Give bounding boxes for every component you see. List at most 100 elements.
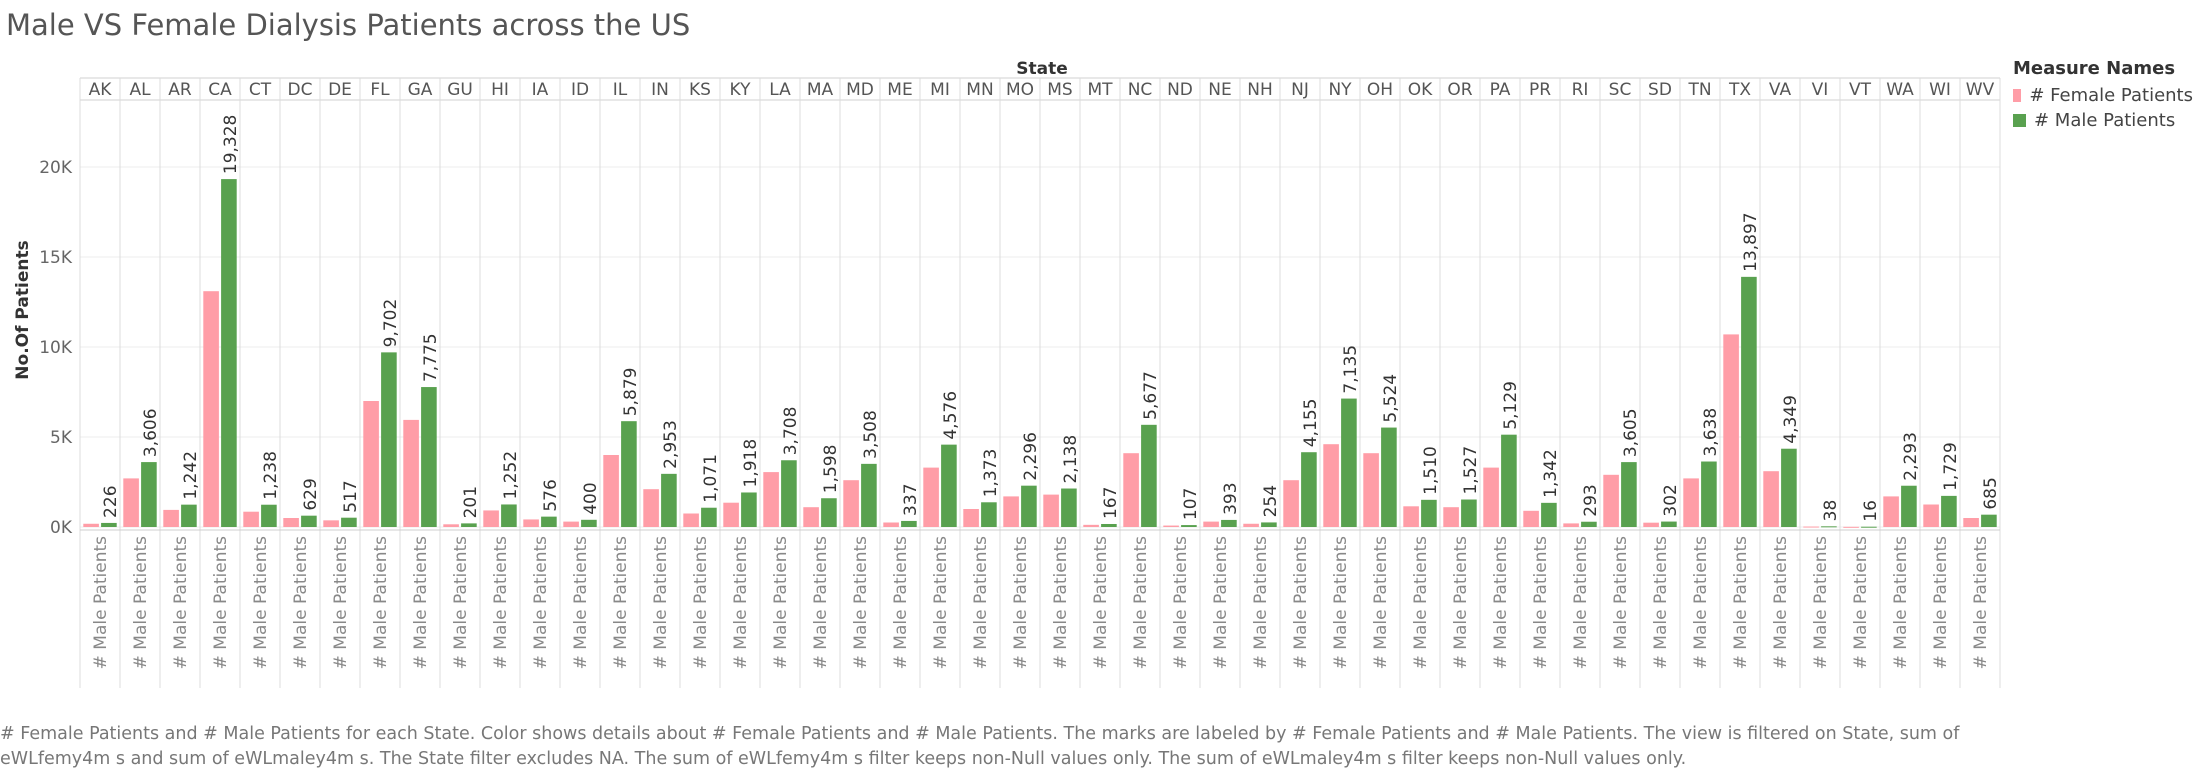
male-bar [1941, 495, 1957, 527]
male-bar [301, 515, 317, 527]
state-header: OR [1447, 80, 1472, 100]
female-bar [323, 520, 339, 527]
female-bar [443, 524, 459, 527]
legend-item-female[interactable]: # Female Patients [2013, 83, 2193, 108]
male-data-label: 1,510 [1421, 446, 1441, 495]
state-header: MS [1047, 80, 1072, 100]
female-bar [1483, 467, 1499, 527]
row-label: # Male Patients [931, 536, 951, 670]
male-bar [501, 504, 517, 527]
female-bar [1323, 444, 1339, 527]
female-bar [1283, 480, 1299, 527]
state-header: AR [168, 80, 192, 100]
male-bar [741, 492, 757, 527]
male-data-label: 685 [1981, 477, 2001, 509]
y-tick-label: 15K [39, 248, 73, 268]
male-data-label: 5,524 [1381, 374, 1401, 423]
row-label: # Male Patients [1731, 536, 1751, 670]
state-header: IL [613, 80, 628, 100]
legend-label-female: # Female Patients [2029, 85, 2193, 106]
state-header: IN [651, 80, 669, 100]
female-bar [963, 509, 979, 527]
chart-caption: # Female Patients and # Male Patients fo… [0, 724, 1960, 769]
male-data-label: 2,953 [661, 420, 681, 469]
female-bar [1683, 478, 1699, 527]
female-bar [283, 518, 299, 527]
female-bar [1723, 334, 1739, 527]
state-header: TX [1728, 80, 1751, 100]
male-bar [581, 519, 597, 527]
male-bar [1381, 427, 1397, 527]
male-data-label: 337 [901, 483, 921, 515]
state-header: NC [1128, 80, 1153, 100]
state-header: MD [846, 80, 874, 100]
row-label: # Male Patients [891, 536, 911, 670]
male-bar [1221, 519, 1237, 527]
row-label: # Male Patients [1931, 536, 1951, 670]
male-data-label: 7,135 [1341, 345, 1361, 394]
state-header: AK [89, 80, 113, 100]
female-bar [563, 521, 579, 527]
state-header: DC [288, 80, 313, 100]
row-label: # Male Patients [691, 536, 711, 670]
female-bar [1163, 525, 1179, 527]
male-data-label: 5,677 [1141, 371, 1161, 420]
female-bar [1643, 522, 1659, 527]
y-axis-label: No.Of Patients [13, 240, 33, 379]
row-label: # Male Patients [971, 536, 991, 670]
column-header-label: State [1016, 59, 1068, 79]
state-header: NE [1208, 80, 1231, 100]
row-label: # Male Patients [1011, 536, 1031, 670]
state-header: MN [966, 80, 993, 100]
male-data-label: 107 [1181, 488, 1201, 520]
male-bar [1141, 424, 1157, 527]
state-header: KS [689, 80, 711, 100]
male-data-label: 4,349 [1781, 395, 1801, 444]
female-bar [523, 519, 539, 527]
male-data-label: 576 [541, 479, 561, 511]
male-data-label: 3,708 [781, 407, 801, 456]
legend[interactable]: Measure Names # Female Patients # Male P… [2013, 58, 2193, 133]
row-label: # Male Patients [171, 536, 191, 670]
male-data-label: 1,373 [981, 449, 1001, 498]
female-bar [1603, 474, 1619, 527]
state-header: TN [1687, 80, 1711, 100]
row-label: # Male Patients [1611, 536, 1631, 670]
female-bar [1363, 453, 1379, 527]
male-bar [821, 498, 837, 527]
male-bar [1621, 462, 1637, 527]
state-header: FL [370, 80, 390, 100]
row-label: # Male Patients [651, 536, 671, 670]
male-bar [701, 507, 717, 527]
state-header: ME [887, 80, 912, 100]
female-bar [603, 455, 619, 527]
female-bar [1403, 506, 1419, 527]
male-bar [341, 517, 357, 527]
state-header: WV [1966, 80, 1995, 100]
female-bar [1003, 496, 1019, 527]
female-bar [1043, 494, 1059, 527]
male-data-label: 7,775 [421, 333, 441, 382]
male-data-label: 16 [1861, 500, 1881, 522]
female-bar [243, 511, 259, 527]
legend-item-male[interactable]: # Male Patients [2013, 108, 2193, 133]
male-bar [141, 462, 157, 527]
male-data-label: 19,328 [221, 115, 241, 174]
female-bar [803, 507, 819, 527]
state-header: VA [1769, 80, 1792, 100]
y-tick-label: 5K [50, 428, 73, 448]
row-label: # Male Patients [571, 536, 591, 670]
row-label: # Male Patients [851, 536, 871, 670]
state-header: DE [328, 80, 352, 100]
male-data-label: 293 [1581, 484, 1601, 516]
state-header: NJ [1291, 80, 1309, 100]
male-data-label: 2,293 [1901, 432, 1921, 481]
male-data-label: 400 [581, 482, 601, 514]
state-header: VI [1812, 80, 1829, 100]
state-header: CT [249, 80, 272, 100]
legend-swatch-male [2013, 114, 2026, 127]
state-header: OK [1408, 80, 1433, 100]
male-bar [1181, 525, 1197, 527]
male-bar [1461, 499, 1477, 527]
male-data-label: 1,598 [821, 445, 841, 494]
